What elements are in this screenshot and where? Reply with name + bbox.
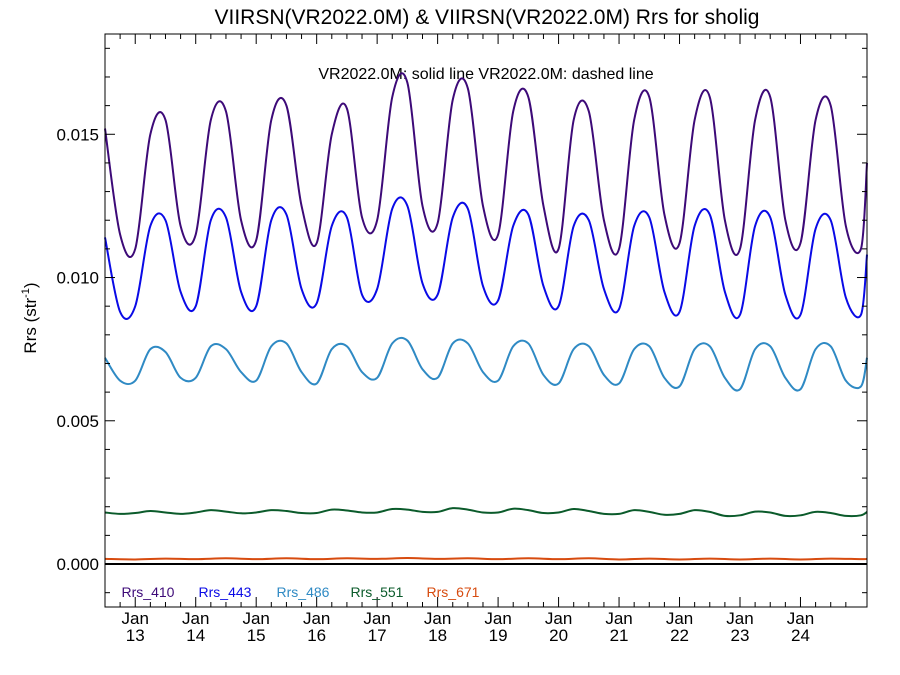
x-tick-month: Jan [605, 609, 632, 628]
plot-frame [104, 33, 868, 608]
x-tick-month: Jan [424, 609, 451, 628]
x-tick-month: Jan [303, 609, 330, 628]
x-tick-month: Jan [787, 609, 814, 628]
x-tick-month: Jan [726, 609, 753, 628]
x-tick-day: 20 [549, 626, 568, 645]
y-axis-label-main: Rrs (str [21, 298, 40, 354]
chart-subtitle: VR2022.0M: solid line VR2022.0M: dashed … [318, 66, 653, 83]
x-tick-month: Jan [363, 609, 390, 628]
series-line-rrs-486 [104, 336, 868, 392]
x-tick-day: 19 [489, 626, 508, 645]
y-tick-label: 0.015 [56, 125, 99, 144]
x-tick-month: Jan [545, 609, 572, 628]
x-tick-month: Jan [666, 609, 693, 628]
y-tick-label: 0.010 [56, 269, 99, 288]
y-tick-label: 0.000 [56, 555, 99, 574]
legend-layer: Rrs_410 Rrs_443 Rrs_486 Rrs_551 Rrs_671 [122, 584, 480, 600]
y-axis-label-tail: ) [21, 282, 40, 288]
x-tick-day: 13 [126, 626, 145, 645]
x-tick-month: Jan [484, 609, 511, 628]
series-line-rrs-443 [104, 196, 868, 320]
series-line-rrs-551 [104, 507, 868, 518]
x-tick-day: 14 [186, 626, 205, 645]
y-axis-label: Rrs (str-1) [20, 282, 40, 353]
series-layer [104, 72, 868, 566]
x-tick-day: 18 [428, 626, 447, 645]
y-tick-label: 0.005 [56, 412, 99, 431]
x-tick-month: Jan [242, 609, 269, 628]
legend-label-rrs-410: Rrs_410 [122, 584, 175, 600]
x-tick-day: 23 [731, 626, 750, 645]
legend-label-rrs-551: Rrs_551 [351, 584, 404, 600]
x-tick-day: 15 [247, 626, 266, 645]
x-tick-day: 16 [307, 626, 326, 645]
legend-label-rrs-486: Rrs_486 [277, 584, 330, 600]
x-tick-day: 22 [670, 626, 689, 645]
series-line-rrs-410 [104, 72, 868, 258]
x-tick-month: Jan [122, 609, 149, 628]
x-tick-day: 17 [368, 626, 387, 645]
x-tick-day: 24 [791, 626, 810, 645]
chart-title: VIIRSN(VR2022.0M) & VIIRSN(VR2022.0M) Rr… [214, 6, 759, 29]
x-tick-month: Jan [182, 609, 209, 628]
legend-label-rrs-671: Rrs_671 [427, 584, 480, 600]
x-tick-day: 21 [610, 626, 629, 645]
axis-layer: 0.0000.0050.0100.015Jan13Jan14Jan15Jan16… [56, 33, 868, 645]
legend-label-rrs-443: Rrs_443 [199, 584, 252, 600]
y-axis-label-superscript: -1 [20, 288, 32, 298]
series-line-rrs-671 [104, 557, 868, 561]
